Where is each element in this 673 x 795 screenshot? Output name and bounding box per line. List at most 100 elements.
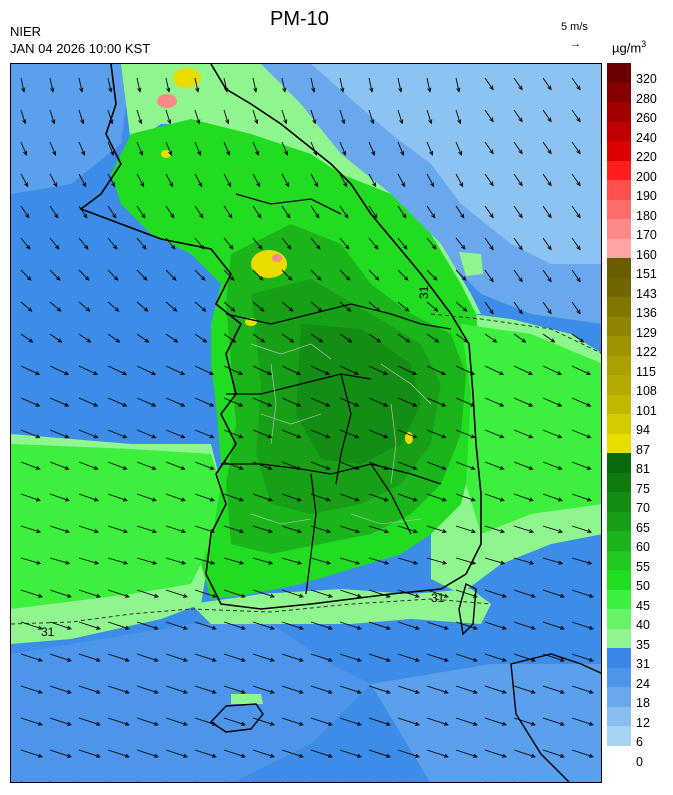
wind-arrowhead-icon xyxy=(472,593,478,598)
colorbar-swatch xyxy=(607,433,631,454)
wind-arrowhead-icon xyxy=(152,560,158,565)
wind-arrowhead-icon xyxy=(170,213,175,219)
wind-arrow-icon xyxy=(339,429,359,438)
wind-arrow-icon xyxy=(397,621,420,630)
wind-arrowhead-icon xyxy=(325,434,331,439)
wind-arrow-icon xyxy=(78,205,88,218)
wind-arrow-icon xyxy=(484,525,505,533)
wind-arrow-icon xyxy=(600,78,601,79)
wind-arrowhead-icon xyxy=(528,371,534,375)
wind-arrow-icon xyxy=(310,205,320,218)
wind-arrowhead-icon xyxy=(345,276,351,281)
wind-arrow-icon xyxy=(310,173,319,187)
wind-arrow-icon xyxy=(223,109,229,124)
wind-arrow-icon xyxy=(49,237,60,250)
wind-arrowhead-icon xyxy=(182,657,188,662)
wind-arrow-icon xyxy=(571,269,581,282)
wind-arrow-icon xyxy=(49,109,55,124)
wind-arrowhead-icon xyxy=(240,753,246,758)
wind-arrowhead-icon xyxy=(259,307,265,312)
wind-arrowhead-icon xyxy=(267,497,273,502)
wind-arrowhead-icon xyxy=(499,465,505,470)
wind-arrow-icon xyxy=(484,173,494,186)
wind-arrow-icon xyxy=(339,653,362,662)
wind-arrowhead-icon xyxy=(576,117,581,123)
wind-arrowhead-icon xyxy=(65,560,71,565)
wind-arrowhead-icon xyxy=(52,150,57,156)
wind-arrow-icon xyxy=(455,621,478,630)
colorbar-tick-label: 60 xyxy=(636,540,650,554)
wind-arrowhead-icon xyxy=(528,402,534,407)
wind-arrow-icon xyxy=(513,397,533,407)
colorbar-swatch xyxy=(607,570,631,590)
wind-arrowhead-icon xyxy=(373,244,379,250)
wind-arrow-icon xyxy=(194,109,200,124)
wind-arrowhead-icon xyxy=(298,753,304,758)
wind-arrow-icon xyxy=(426,269,438,281)
colorbar-swatch xyxy=(607,492,631,512)
wind-arrow-icon xyxy=(339,109,345,124)
wind-arrow-icon xyxy=(397,205,407,218)
wind-arrow-icon xyxy=(513,109,523,122)
wind-arrowhead-icon xyxy=(198,182,203,188)
wind-arrow-icon xyxy=(194,589,217,598)
wind-arrowhead-icon xyxy=(83,244,89,250)
coastline-peninsula xyxy=(79,64,482,610)
wind-arrow-icon xyxy=(455,77,460,92)
wind-arrowhead-icon xyxy=(559,625,565,630)
coastline-jeju xyxy=(209,703,264,733)
wind-arrow-icon xyxy=(165,109,171,124)
wind-arrow-icon xyxy=(49,301,61,312)
wind-arrowhead-icon xyxy=(327,593,333,598)
wind-arrow-icon xyxy=(542,77,552,90)
wind-arrowhead-icon xyxy=(576,277,581,283)
wind-arrow-icon xyxy=(426,493,447,501)
wind-arrow-icon xyxy=(484,461,504,470)
wind-arrowhead-icon xyxy=(296,497,302,502)
wind-arrow-icon xyxy=(20,301,32,312)
wind-arrow-icon xyxy=(194,333,207,343)
wind-arrowhead-icon xyxy=(355,560,361,565)
wind-arrow-icon xyxy=(368,365,388,375)
wind-arrow-icon xyxy=(600,334,601,335)
wind-arrowhead-icon xyxy=(79,87,84,93)
wind-arrowhead-icon xyxy=(64,497,70,502)
wind-arrow-icon xyxy=(513,333,526,343)
wind-arrow-icon xyxy=(600,398,601,399)
contour-label: 31 xyxy=(417,285,431,299)
wind-arrowhead-icon xyxy=(108,87,113,93)
wind-arrow-icon xyxy=(252,237,263,250)
colorbar-tick-label: 40 xyxy=(636,618,650,632)
wind-arrowhead-icon xyxy=(518,85,523,91)
wind-arrowhead-icon xyxy=(443,689,449,694)
wind-arrowhead-icon xyxy=(470,465,476,470)
wind-arrowhead-icon xyxy=(530,625,536,630)
wind-arrowhead-icon xyxy=(431,213,436,219)
wind-arrowhead-icon xyxy=(37,625,43,630)
wind-arrowhead-icon xyxy=(521,338,527,343)
wind-arrowhead-icon xyxy=(284,150,289,156)
wind-arrowhead-icon xyxy=(576,245,581,251)
wind-arrow-icon xyxy=(542,717,565,726)
wind-arrowhead-icon xyxy=(340,87,345,93)
wind-arrowhead-icon xyxy=(64,402,70,407)
wind-arrow-icon xyxy=(426,525,447,533)
wind-arrow-icon xyxy=(223,173,232,187)
wind-arrowhead-icon xyxy=(209,497,215,502)
wind-arrow-icon xyxy=(78,461,98,470)
wind-arrowhead-icon xyxy=(443,593,449,598)
forecast-datetime: JAN 04 2026 10:00 KST xyxy=(10,41,151,56)
wind-arrow-icon xyxy=(310,685,333,694)
wind-arrow-icon xyxy=(542,237,552,250)
wind-arrowhead-icon xyxy=(57,338,63,343)
wind-arrowhead-icon xyxy=(586,402,592,407)
wind-arrow-icon xyxy=(281,525,302,533)
wind-arrowhead-icon xyxy=(342,150,347,156)
wind-arrowhead-icon xyxy=(239,560,245,565)
wind-arrow-icon xyxy=(78,77,83,92)
wind-arrow-icon xyxy=(194,493,215,501)
wind-arrowhead-icon xyxy=(144,338,150,343)
wind-arrow-icon xyxy=(136,621,159,630)
wind-arrow-icon xyxy=(165,333,178,343)
wind-arrowhead-icon xyxy=(547,181,552,187)
